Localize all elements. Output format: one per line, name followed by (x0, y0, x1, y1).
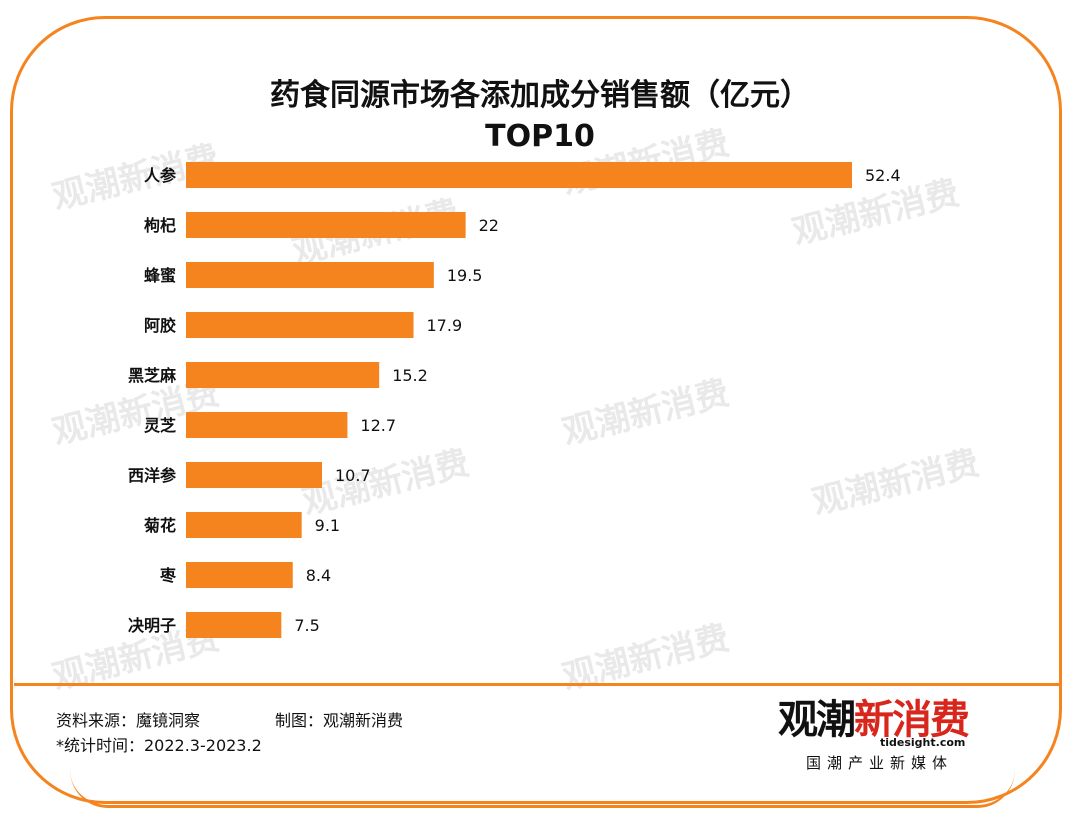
chart-subtitle: TOP10 (485, 119, 595, 154)
value-label: 7.5 (294, 616, 319, 635)
bar (186, 262, 434, 288)
bar (186, 562, 293, 588)
logo-wordmark: 观潮新消费 (778, 697, 970, 743)
brand-logo: 观潮新消费 tidesight.com 国潮产业新媒体 (778, 698, 1008, 778)
bar (186, 612, 282, 638)
maker-note: 制图：观潮新消费 (275, 711, 404, 730)
bar (186, 362, 380, 388)
category-label: 决明子 (128, 616, 176, 635)
category-label: 西洋参 (128, 466, 177, 485)
value-label: 15.2 (392, 366, 428, 385)
chart-frame (10, 16, 1062, 804)
source-note: 资料来源：魔镜洞察 (56, 711, 201, 730)
logo-tagline: 国潮产业新媒体 (806, 754, 954, 772)
category-label: 枸杞 (144, 216, 176, 235)
category-label: 蜂蜜 (144, 266, 176, 285)
frame-decoration (70, 770, 1015, 808)
category-label: 黑芝麻 (128, 366, 177, 385)
value-label: 17.9 (427, 316, 463, 335)
bar (186, 162, 852, 188)
footer-divider (14, 683, 1062, 686)
logo-name-a: 观潮 (778, 697, 856, 743)
logo-url: tidesight.com (880, 736, 966, 749)
category-label: 枣 (159, 566, 177, 585)
value-label: 19.5 (447, 266, 483, 285)
value-label: 8.4 (306, 566, 331, 585)
value-label: 9.1 (315, 516, 340, 535)
bar (186, 212, 466, 238)
value-label: 12.7 (360, 416, 396, 435)
bar (186, 462, 322, 488)
bar (186, 312, 414, 338)
bar (186, 512, 302, 538)
logo-name-b: 新消费 (854, 697, 970, 743)
category-label: 菊花 (144, 516, 176, 535)
value-label: 10.7 (335, 466, 371, 485)
category-label: 灵芝 (144, 416, 176, 435)
chart-title: 药食同源市场各添加成分销售额（亿元） (270, 78, 810, 113)
value-label: 22 (479, 216, 499, 235)
bar (186, 412, 348, 438)
value-label: 52.4 (865, 166, 901, 185)
category-label: 人参 (144, 166, 177, 185)
category-label: 阿胶 (144, 316, 176, 335)
period-note: *统计时间：2022.3-2023.2 (56, 736, 262, 755)
